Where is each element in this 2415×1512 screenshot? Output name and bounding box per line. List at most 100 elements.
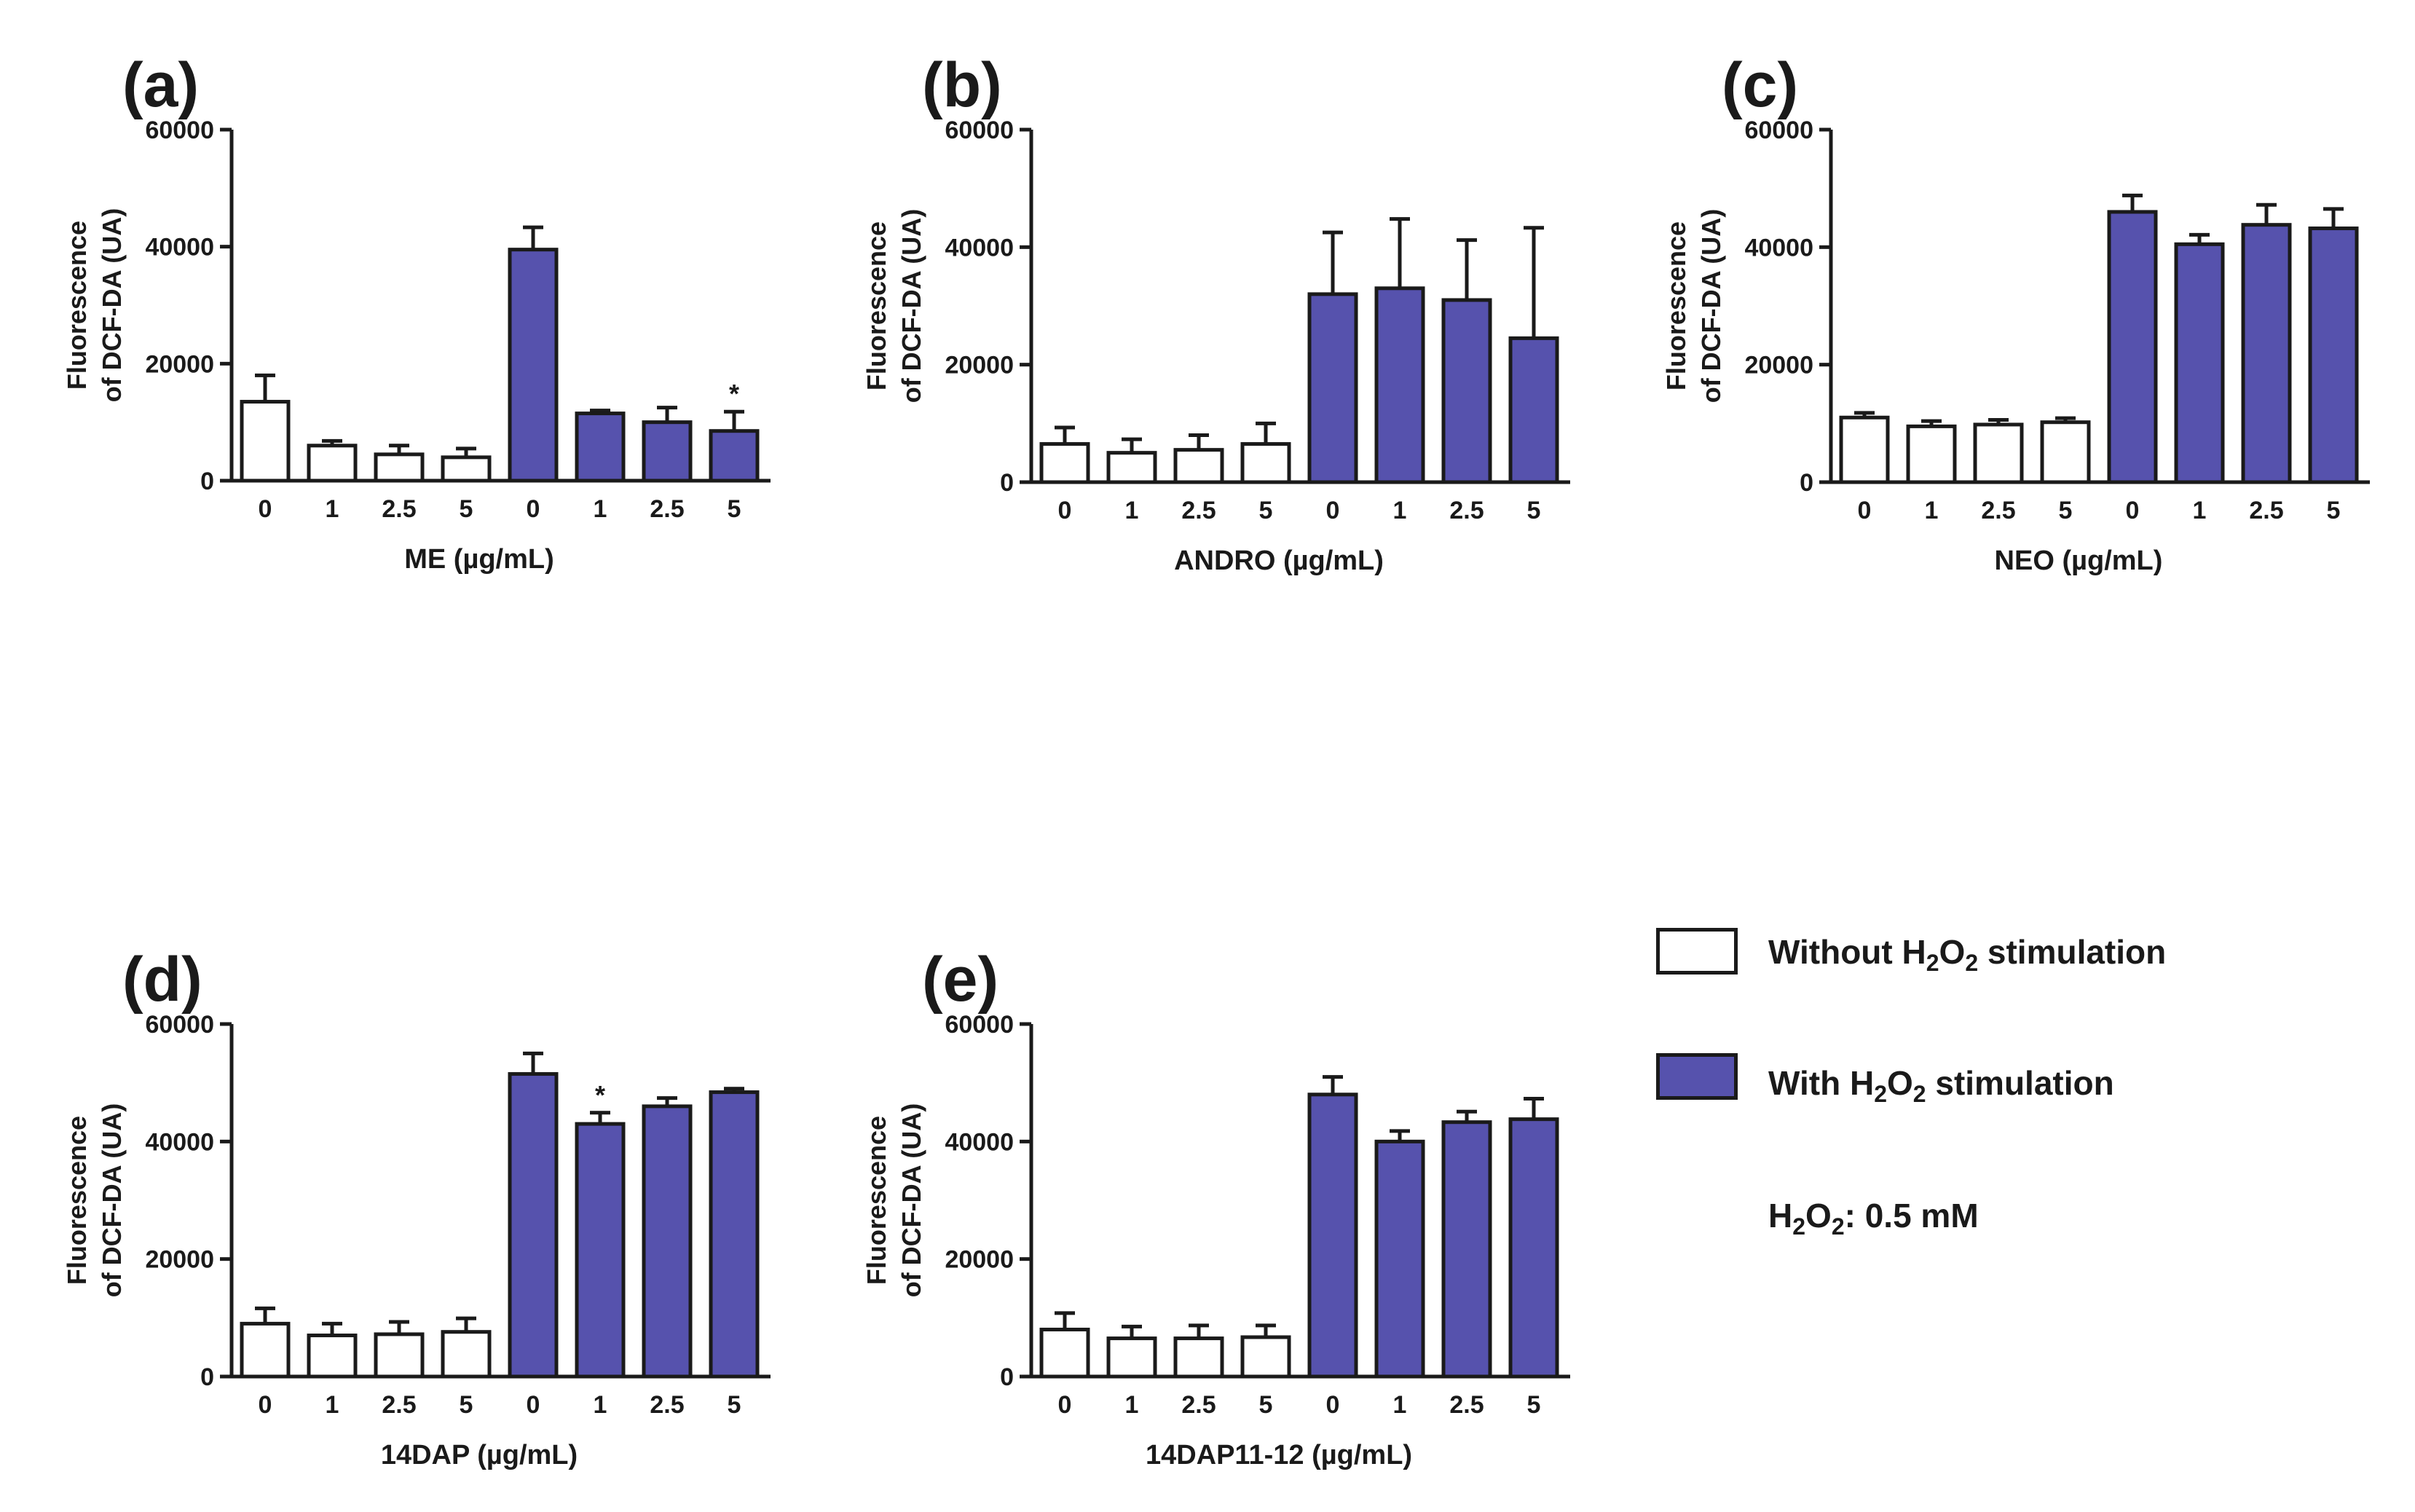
bar — [1307, 292, 1358, 484]
significance-mark: * — [729, 379, 739, 409]
x-tick-label: 0 — [1058, 497, 1072, 524]
bar — [709, 429, 760, 483]
legend-without-mid: O — [1939, 933, 1966, 971]
x-tick-label: 1 — [326, 495, 339, 523]
panel-label: (c) — [1722, 50, 1798, 120]
x-tick-label: 2.5 — [1449, 1391, 1484, 1419]
x-tick-label: 0 — [527, 495, 540, 523]
x-tick-label: 5 — [460, 495, 473, 523]
y-tick-label: 40000 — [145, 234, 214, 261]
y-tick-label: 20000 — [145, 350, 214, 378]
significance-mark: * — [595, 1080, 605, 1110]
bar — [441, 1330, 492, 1379]
bar — [374, 1332, 425, 1379]
x-tick-label: 2.5 — [382, 1391, 416, 1419]
y-tick-label: 40000 — [1744, 234, 1813, 261]
bar — [1240, 1335, 1291, 1379]
y-tick-label: 60000 — [1744, 117, 1813, 144]
legend-with-sub2: 2 — [1912, 1081, 1926, 1107]
y-axis-title-line2: of DCF-DA (UA) — [97, 1103, 127, 1298]
y-tick-label: 20000 — [145, 1246, 214, 1274]
x-tick-label: 0 — [1326, 1391, 1340, 1419]
x-tick-label: 2.5 — [382, 495, 416, 523]
bar — [2107, 210, 2158, 484]
bar — [2308, 227, 2359, 484]
y-tick-label: 40000 — [945, 1128, 1014, 1156]
y-tick-label: 60000 — [945, 117, 1014, 144]
bar — [1240, 442, 1291, 484]
legend-without-sub2: 2 — [1965, 950, 1979, 976]
x-tick-label: 5 — [1527, 1391, 1541, 1419]
bar — [240, 400, 291, 483]
y-tick-label: 20000 — [945, 1246, 1014, 1274]
x-tick-label: 0 — [1858, 497, 1872, 524]
bar — [709, 1090, 760, 1379]
x-tick-label: 1 — [1925, 497, 1939, 524]
legend-swatch-without — [1656, 928, 1738, 974]
x-tick-label: 0 — [527, 1391, 540, 1419]
y-axis-title-line2: of DCF-DA (UA) — [897, 209, 926, 403]
y-tick-label: 60000 — [145, 1011, 214, 1039]
x-tick-label: 2.5 — [1449, 497, 1484, 524]
legend-without-suffix: stimulation — [1978, 933, 2167, 971]
bar — [1906, 424, 1957, 484]
x-tick-label: 1 — [1393, 497, 1407, 524]
y-axis-title-line2: of DCF-DA (UA) — [1696, 209, 1726, 403]
bar — [642, 420, 693, 483]
legend-concentration-note: H2O2: 0.5 mM — [1768, 1196, 1979, 1240]
bar — [307, 444, 358, 483]
panel-label: (e) — [922, 945, 998, 1015]
x-tick-label: 2.5 — [650, 1391, 684, 1419]
legend-swatch-with — [1656, 1053, 1738, 1100]
panel-label: (d) — [122, 945, 202, 1015]
x-tick-label: 5 — [1259, 1391, 1273, 1419]
y-tick-label: 0 — [1800, 469, 1813, 497]
x-tick-label: 2.5 — [650, 495, 684, 523]
chart-panel-2: (b) 0 20000 40000 60000 Fluorescence of DCF-DA… — [862, 50, 1570, 576]
chart-panel-1: (a) 0 20000 40000 60000 Fluorescence of DCF-DA… — [62, 50, 771, 575]
y-axis-title-line1: Fluorescence — [62, 221, 92, 390]
bar — [1307, 1092, 1358, 1379]
x-tick-label: 5 — [2327, 497, 2341, 524]
x-axis-title: NEO (µg/mL) — [1995, 546, 2163, 576]
x-tick-label: 0 — [259, 495, 272, 523]
legend-label-without: Without H2O2 stimulation — [1768, 932, 2166, 977]
legend-label-with: With H2O2 stimulation — [1768, 1063, 2114, 1108]
x-tick-label: 2.5 — [1981, 497, 2015, 524]
x-axis-title: ANDRO (µg/mL) — [1174, 546, 1384, 576]
bar — [508, 248, 559, 483]
x-tick-label: 1 — [594, 1391, 607, 1419]
y-tick-label: 20000 — [1744, 352, 1813, 379]
x-tick-label: 1 — [1125, 497, 1139, 524]
bar — [1106, 1336, 1157, 1379]
bar — [1374, 286, 1425, 484]
y-axis-title-line1: Fluorescence — [1661, 221, 1691, 390]
legend-without-prefix: Without H — [1768, 933, 1926, 971]
x-tick-label: 2.5 — [1181, 497, 1216, 524]
legend-conc-sub1: 2 — [1792, 1213, 1806, 1240]
bar — [441, 455, 492, 483]
y-tick-label: 60000 — [145, 117, 214, 144]
legend-with-mid: O — [1887, 1064, 1913, 1102]
x-axis-title: 14DAP11-12 (µg/mL) — [1146, 1440, 1412, 1470]
x-tick-label: 0 — [259, 1391, 272, 1419]
x-tick-label: 2.5 — [1181, 1391, 1216, 1419]
y-axis-title-line1: Fluorescence — [862, 1116, 891, 1285]
x-tick-label: 5 — [1527, 497, 1541, 524]
y-tick-label: 60000 — [945, 1011, 1014, 1039]
panel-label: (b) — [922, 50, 1002, 120]
y-tick-label: 40000 — [145, 1128, 214, 1156]
legend-conc-prefix: H — [1768, 1197, 1793, 1235]
bar — [1039, 1327, 1090, 1379]
x-tick-label: 2.5 — [2249, 497, 2283, 524]
y-axis-title-line1: Fluorescence — [62, 1116, 92, 1285]
bar — [575, 412, 626, 483]
bar — [240, 1321, 291, 1379]
x-tick-label: 5 — [1259, 497, 1273, 524]
chart-panel-5: (e) 0 20000 40000 60000 Fluorescence of DCF-DA… — [862, 945, 1570, 1470]
legend-with-prefix: With H — [1768, 1064, 1875, 1102]
legend-conc-suffix: : 0.5 mM — [1844, 1197, 1979, 1235]
bar — [1374, 1139, 1425, 1379]
bar — [307, 1334, 358, 1379]
